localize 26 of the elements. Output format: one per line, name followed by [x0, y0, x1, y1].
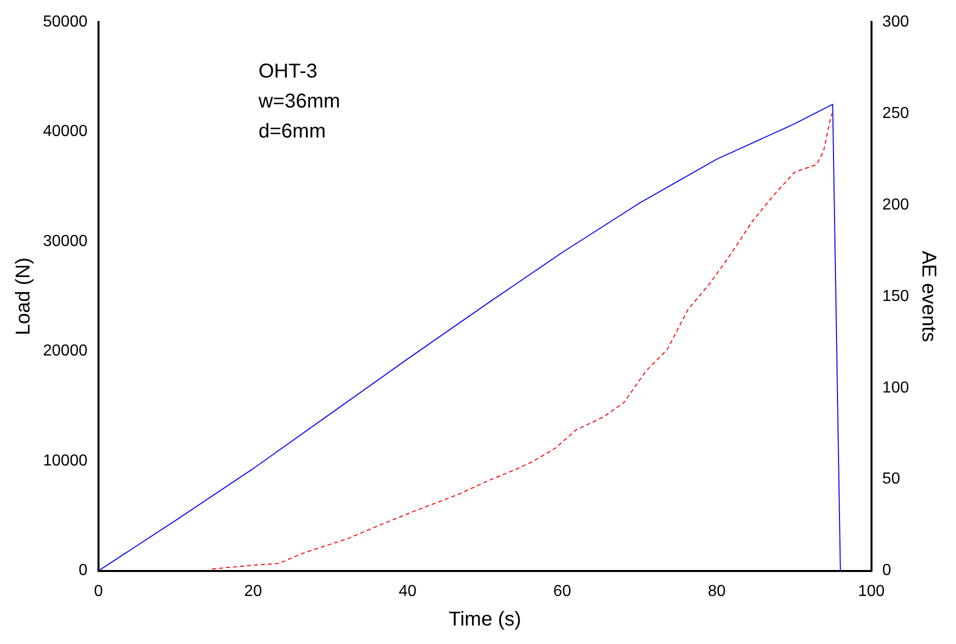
x-tick-label: 0	[94, 582, 104, 600]
y2-tick-label: 100	[882, 379, 910, 396]
y-axis-title: Load (N)	[12, 257, 35, 336]
x-tick-label: 100	[858, 582, 885, 600]
y-tick-label: 30000	[42, 232, 88, 250]
x-tick-label: 60	[553, 582, 572, 600]
annotation: OHT-3	[258, 60, 318, 83]
y-tick-label: 0	[78, 562, 88, 580]
line-series	[212, 112, 832, 570]
x-tick-label: 20	[244, 582, 262, 600]
y2-tick-label: 50	[882, 470, 900, 488]
x-tick-label: 40	[398, 582, 417, 600]
y-tick-label: 20000	[42, 342, 88, 360]
y-tick-label: 50000	[42, 13, 88, 30]
y-tick-label: 40000	[42, 123, 88, 140]
annotation: d=6mm	[258, 120, 326, 143]
y2-tick-label: 300	[882, 13, 910, 30]
x-axis-title: Time (s)	[448, 608, 522, 631]
y-tick-label: 10000	[42, 452, 88, 470]
y2-tick-label: 150	[882, 288, 910, 305]
y2-tick-label: 0	[882, 562, 892, 580]
y2-tick-label: 200	[882, 196, 910, 214]
annotation: w=36mm	[257, 90, 340, 113]
y2-tick-label: 250	[882, 104, 910, 122]
x-tick-label: 80	[708, 582, 726, 600]
y2-axis-title: AE events	[917, 250, 940, 342]
